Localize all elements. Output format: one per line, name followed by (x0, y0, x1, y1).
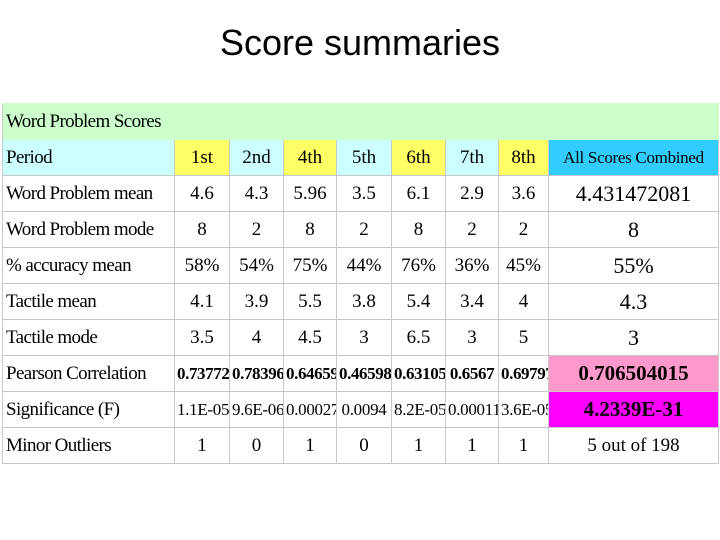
slide-title: Score summaries (219, 22, 501, 63)
table-cell: 6.1 (391, 175, 446, 212)
table-cell: 4.6 (174, 175, 230, 212)
row-label: Minor Outliers (2, 427, 175, 464)
combined-cell: 0.706504015 (548, 355, 719, 392)
table-cell: 1 (283, 427, 337, 464)
combined-cell: 55% (548, 247, 719, 284)
table-cell: 3 (445, 319, 499, 356)
table-row: Pearson Correlation 0.73772 0.78396 0.64… (2, 355, 719, 392)
table-cell: 5.96 (283, 175, 337, 212)
row-label: Word Problem mean (2, 175, 175, 212)
table-cell: 4.5 (283, 319, 337, 356)
table-cell: 3.9 (229, 283, 284, 320)
table-cell: 45% (498, 247, 549, 284)
row-label: Significance (F) (2, 391, 175, 428)
table-cell: 8.2E-05 (391, 391, 446, 428)
table-cell: 4.1 (174, 283, 230, 320)
table-cell: 0.73772 (174, 355, 230, 392)
table-cell: 0 (229, 427, 284, 464)
table-cell: 0.00011 (445, 391, 499, 428)
table-cell: 5.4 (391, 283, 446, 320)
row-label: Pearson Correlation (2, 355, 175, 392)
table-cell: 1 (498, 427, 549, 464)
period-header: 7th (445, 139, 499, 176)
table-cell: 4.3 (229, 175, 284, 212)
period-header: 1st (174, 139, 230, 176)
table-cell: 0.63105 (391, 355, 446, 392)
row-label: Tactile mode (2, 319, 175, 356)
table-cell: 6.5 (391, 319, 446, 356)
table-cell: 5.5 (283, 283, 337, 320)
table-cell: 3 (336, 319, 392, 356)
table-cell: 5 (498, 319, 549, 356)
table-cell: 0.64659 (283, 355, 337, 392)
combined-header: All Scores Combined (548, 139, 719, 176)
table-cell: 0.6567 (445, 355, 499, 392)
table-cell: 3.8 (336, 283, 392, 320)
table-cell: 58% (174, 247, 230, 284)
table-row: Minor Outliers 1 0 1 0 1 1 1 5 out of 19… (2, 427, 719, 464)
table-cell: 9.6E-06 (229, 391, 284, 428)
score-summary-table: Word Problem Scores Period 1st 2nd 4th 5… (2, 103, 719, 464)
table-cell: 0.46598 (336, 355, 392, 392)
table-cell: 36% (445, 247, 499, 284)
table-cell: 1.1E-05 (174, 391, 230, 428)
table-row: Tactile mean 4.1 3.9 5.5 3.8 5.4 3.4 4 4… (2, 283, 719, 320)
table-cell: 4 (229, 319, 284, 356)
table-cell: 0.78396 (229, 355, 284, 392)
table-cell: 3.5 (174, 319, 230, 356)
table-cell: 0.69797 (498, 355, 549, 392)
table-cell: 1 (445, 427, 499, 464)
combined-cell: 4.2339E-31 (548, 391, 719, 428)
row-label: Word Problem mode (2, 211, 175, 248)
table-header-row: Word Problem Scores (2, 103, 719, 140)
period-header: 6th (391, 139, 446, 176)
period-header: 8th (498, 139, 549, 176)
table-cell: 2.9 (445, 175, 499, 212)
row-label: Tactile mean (2, 283, 175, 320)
table-cell: 3.6 (498, 175, 549, 212)
period-row: Period 1st 2nd 4th 5th 6th 7th 8th All S… (2, 139, 719, 176)
table-row: % accuracy mean 58% 54% 75% 44% 76% 36% … (2, 247, 719, 284)
combined-cell: 3 (548, 319, 719, 356)
table-row: Word Problem mean 4.6 4.3 5.96 3.5 6.1 2… (2, 175, 719, 212)
table-row: Word Problem mode 8 2 8 2 8 2 2 8 (2, 211, 719, 248)
table-row: Tactile mode 3.5 4 4.5 3 6.5 3 5 3 (2, 319, 719, 356)
table-cell: 1 (174, 427, 230, 464)
table-cell: 4 (498, 283, 549, 320)
table-cell: 2 (229, 211, 284, 248)
table-cell: 75% (283, 247, 337, 284)
period-label: Period (2, 139, 175, 176)
table-cell: 8 (391, 211, 446, 248)
table-cell: 8 (174, 211, 230, 248)
table-cell: 2 (336, 211, 392, 248)
table-cell: 3.5 (336, 175, 392, 212)
table-cell: 0.0094 (336, 391, 392, 428)
table-cell: 54% (229, 247, 284, 284)
table-cell: 8 (283, 211, 337, 248)
period-header: 2nd (229, 139, 284, 176)
table-header-label: Word Problem Scores (2, 103, 175, 140)
table-cell: 44% (336, 247, 392, 284)
table-cell: 3.4 (445, 283, 499, 320)
combined-cell: 8 (548, 211, 719, 248)
table-row: Significance (F) 1.1E-05 9.6E-06 0.00027… (2, 391, 719, 428)
table-cell: 0.00027 (283, 391, 337, 428)
table-cell: 76% (391, 247, 446, 284)
combined-cell: 5 out of 198 (548, 427, 719, 464)
period-header: 5th (336, 139, 392, 176)
table-cell: 2 (498, 211, 549, 248)
table-cell: 0 (336, 427, 392, 464)
combined-cell: 4.3 (548, 283, 719, 320)
row-label: % accuracy mean (2, 247, 175, 284)
combined-cell: 4.431472081 (548, 175, 719, 212)
table-cell: 3.6E-05 (498, 391, 549, 428)
table-cell: 1 (391, 427, 446, 464)
table-cell: 2 (445, 211, 499, 248)
period-header: 4th (283, 139, 337, 176)
